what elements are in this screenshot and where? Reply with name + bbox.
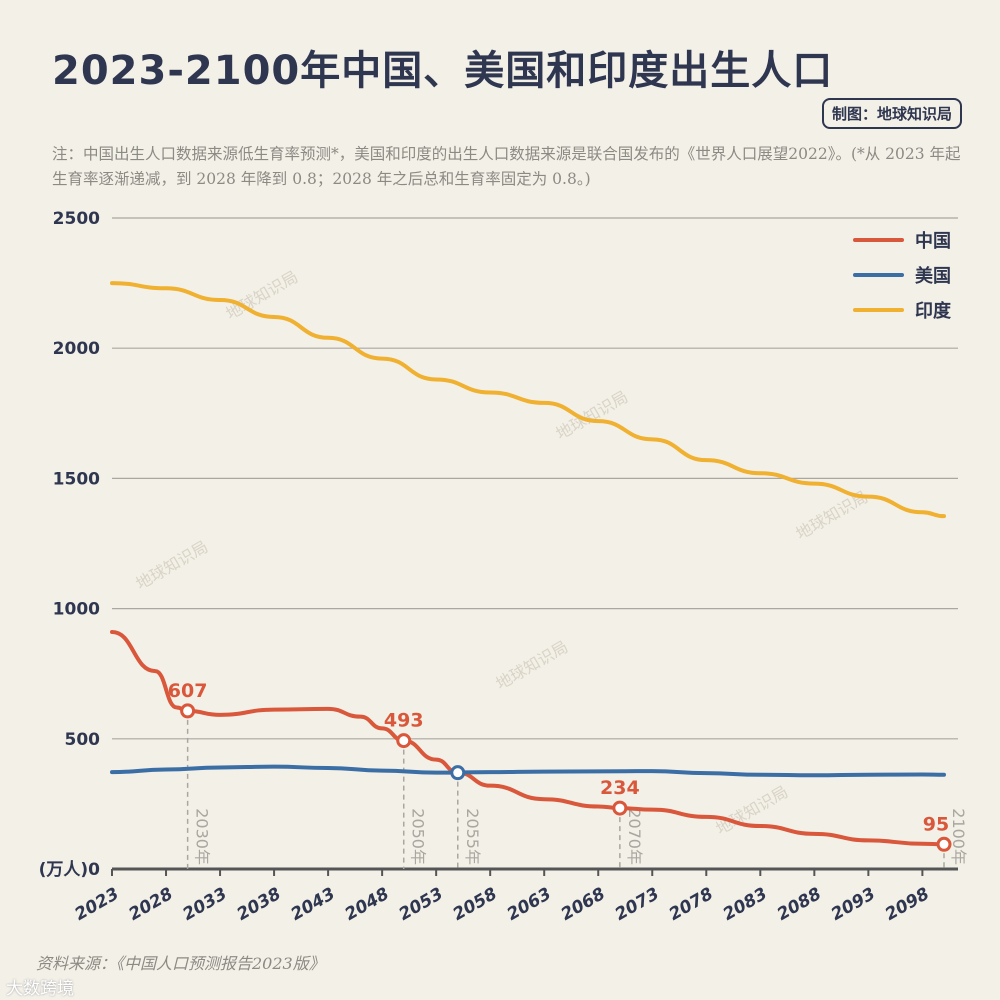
x-tick-label: 2068 <box>558 884 609 925</box>
annotation-year-label: 2055年 <box>463 808 482 865</box>
source-text: 资料来源：《中国人口预测报告2023版》 <box>36 954 325 973</box>
data-label: 234 <box>600 777 640 799</box>
page-title: 2023-2100年中国、美国和印度出生人口 <box>52 48 834 94</box>
x-tick-label: 2033 <box>180 884 231 925</box>
y-tick-label: (万人)0 <box>39 860 101 880</box>
x-tick-label: 2038 <box>234 884 285 925</box>
x-tick-label: 2043 <box>288 884 339 925</box>
x-tick-label: 2023 <box>72 884 123 925</box>
corner-logo: 大数跨境 <box>6 974 74 999</box>
x-tick-label: 2093 <box>828 884 879 925</box>
series-line-美国 <box>110 764 946 778</box>
legend-label: 美国 <box>915 265 951 287</box>
annotation-year-label: 2050年 <box>409 808 428 865</box>
watermark: 地球知识局 <box>493 637 572 693</box>
y-tick-label: 2500 <box>53 209 100 229</box>
x-tick-label: 2053 <box>396 884 447 925</box>
data-point-marker <box>450 765 466 781</box>
x-tick-label: 2073 <box>612 884 663 925</box>
data-point-marker <box>180 703 196 719</box>
watermark: 地球知识局 <box>553 387 632 443</box>
x-tick-label: 2078 <box>666 884 717 925</box>
x-tick-label: 2083 <box>720 884 771 925</box>
x-tick-label: 2098 <box>882 884 933 925</box>
data-label: 95 <box>923 813 949 835</box>
annotation-year-label: 2100年 <box>949 808 968 865</box>
data-label: 607 <box>168 680 208 702</box>
x-tick-label: 2058 <box>450 884 501 925</box>
x-tick-label: 2028 <box>126 884 177 925</box>
series-line-印度 <box>110 281 946 519</box>
data-point-marker <box>396 733 412 749</box>
y-tick-label: 1000 <box>53 600 100 620</box>
legend-label: 中国 <box>915 230 951 252</box>
credit-badge: 制图：地球知识局 <box>821 98 962 129</box>
corner-logo-text: 大数跨境 <box>6 979 74 999</box>
y-tick-label: 2000 <box>53 339 100 359</box>
annotation-year-label: 2030年 <box>193 808 212 865</box>
y-tick-label: 500 <box>65 730 101 750</box>
data-point-marker <box>936 836 952 852</box>
data-label: 493 <box>384 710 424 732</box>
annotation-year-label: 2070年 <box>625 808 644 865</box>
watermark: 地球知识局 <box>133 537 212 593</box>
footnote: 注：中国出生人口数据来源低生育率预测*，美国和印度的出生人口数据来源是联合国发布… <box>52 145 961 188</box>
x-tick-label: 2048 <box>342 884 393 925</box>
x-tick-label: 2063 <box>504 884 555 925</box>
y-tick-label: 1500 <box>53 469 100 489</box>
data-point-marker <box>612 800 628 816</box>
legend-label: 印度 <box>915 300 952 322</box>
x-tick-label: 2088 <box>774 884 825 925</box>
